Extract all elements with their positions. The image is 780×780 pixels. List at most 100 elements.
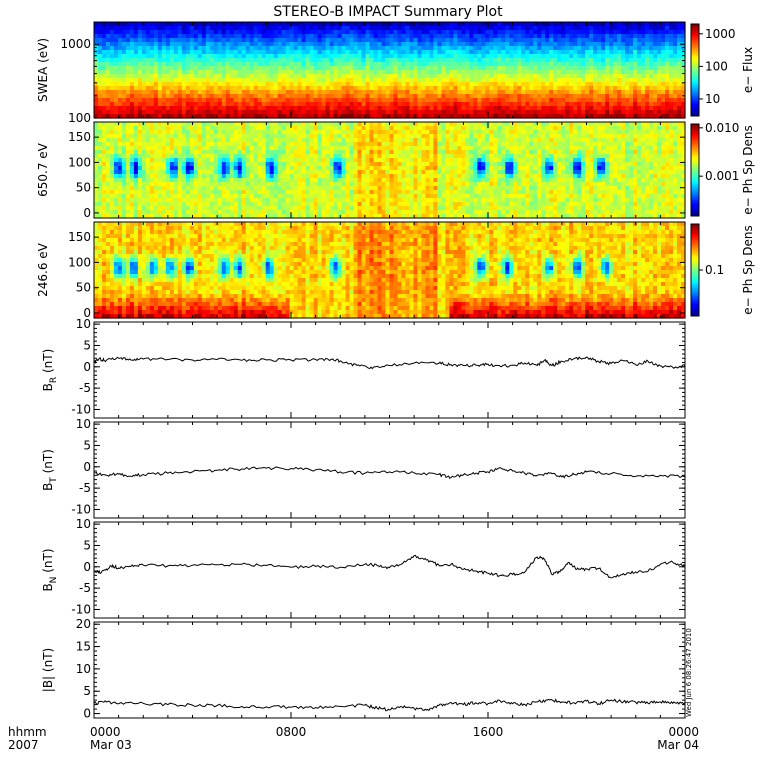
plot-mark [529,78,534,83]
plot-mark [141,202,147,207]
plot-mark [265,110,271,115]
plot-mark [317,114,323,119]
swea-colorbar-cell [691,28,699,32]
plot-mark [141,150,147,155]
plot-mark [133,158,139,163]
plot-mark [309,114,315,119]
plot-mark [169,158,175,163]
plot-mark [333,46,339,51]
plot-mark [269,102,275,107]
plot-mark [345,66,351,71]
plot-mark [185,142,191,147]
plot-mark [197,134,203,139]
plot-mark [301,194,307,199]
plot-mark [429,22,435,27]
plot-mark [257,166,263,171]
plot-mark [241,170,247,175]
plot-mark [361,50,367,55]
plot-mark [473,102,478,107]
plot-mark [421,38,427,43]
plot-mark [189,94,195,99]
plot-mark [257,154,263,159]
plot-mark [385,38,391,43]
plot-mark [94,26,99,31]
swea-colorbar-cell [691,30,699,34]
plot-mark [533,110,538,115]
plot-mark [225,182,231,187]
plot-mark [593,90,598,95]
plot-mark [213,86,219,91]
plot-mark [277,58,283,63]
plot-mark [373,82,379,87]
plot-mark [417,98,423,103]
plot-mark [177,74,183,79]
plot-mark [317,70,323,75]
plot-mark [413,86,419,91]
plot-mark [569,102,574,107]
plot-mark [149,94,155,99]
plot-mark [569,22,574,27]
plot-mark [289,38,295,43]
plot-mark [249,150,255,155]
plot-mark [185,22,191,27]
plot-mark [385,66,391,71]
plot-mark [461,98,466,103]
plot-mark [229,122,235,127]
plot-mark [437,58,443,63]
plot-mark [589,42,594,47]
plot-mark [269,170,275,175]
plot-mark [329,102,335,107]
plot-mark [481,66,486,71]
plot-mark [94,126,99,131]
plot-mark [393,74,399,79]
plot-mark [97,170,103,175]
plot-mark [157,210,163,215]
plot-mark [437,110,443,115]
plot-mark [465,30,470,35]
plot-mark [561,66,566,71]
plot-mark [205,182,211,187]
plot-mark [357,46,363,51]
plot-mark [181,198,187,203]
plot-mark [337,98,343,103]
plot-mark [417,114,423,119]
plot-mark [229,162,235,167]
plot-mark [129,26,135,31]
plot-mark [429,94,435,99]
plot-mark [245,178,251,183]
plot-mark [317,50,323,55]
plot-mark [485,62,490,67]
plot-mark [493,82,498,87]
plot-mark [209,186,215,191]
plot-mark [397,38,403,43]
plot-mark [309,62,315,67]
plot-mark [621,86,626,91]
plot-mark [297,78,303,83]
plot-mark [633,38,638,43]
plot-mark [273,102,279,107]
plot-mark [369,78,375,83]
plot-mark [213,82,219,87]
plot-mark [657,50,662,55]
plot-mark [189,150,195,155]
plot-mark [577,86,582,91]
plot-mark [421,82,427,87]
plot-mark [101,142,107,147]
plot-mark [397,66,403,71]
plot-mark [349,38,355,43]
plot-mark [573,78,578,83]
plot-mark [261,126,267,131]
plot-mark [317,74,323,79]
plot-mark [285,42,291,47]
plot-mark [429,58,435,63]
plot-mark [141,106,147,111]
plot-mark [509,114,514,119]
plot-mark [137,106,143,111]
swea-colorbar-cell [691,79,699,82]
plot-mark [425,82,431,87]
plot-mark [497,34,502,39]
plot-mark [577,46,582,51]
swea-colorbar-cell [691,33,699,36]
plot-mark [109,202,115,207]
plot-mark [261,194,267,199]
